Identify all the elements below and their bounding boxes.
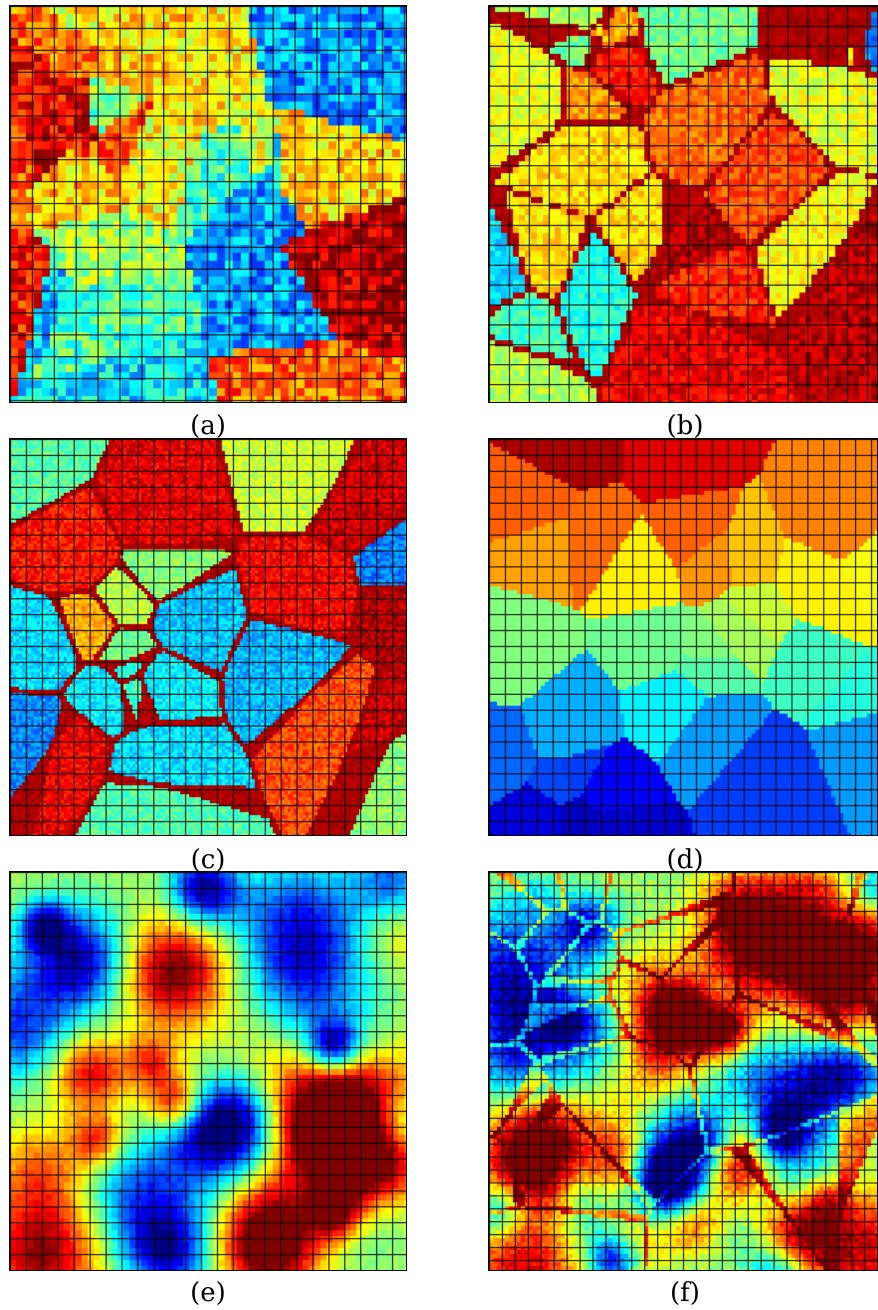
caption-c: (c) (148, 846, 268, 874)
caption-f: (f) (625, 1279, 745, 1307)
caption-e: (e) (148, 1279, 268, 1307)
field-plot-e (9, 871, 407, 1271)
caption-a: (a) (148, 412, 268, 440)
field-plot-a (9, 5, 407, 403)
panel-a: (a) (9, 5, 407, 445)
field-plot-c (9, 438, 407, 836)
field-plot-d (488, 438, 878, 836)
caption-b: (b) (625, 412, 745, 440)
field-plot-b (488, 5, 878, 403)
caption-d: (d) (625, 846, 745, 874)
panel-c: (c) (9, 438, 407, 878)
panel-d: (d) (488, 438, 878, 878)
field-plot-f (488, 871, 878, 1271)
panel-e: (e) (9, 871, 407, 1310)
panel-f: (f) (488, 871, 878, 1310)
panel-b: (b) (488, 5, 878, 445)
